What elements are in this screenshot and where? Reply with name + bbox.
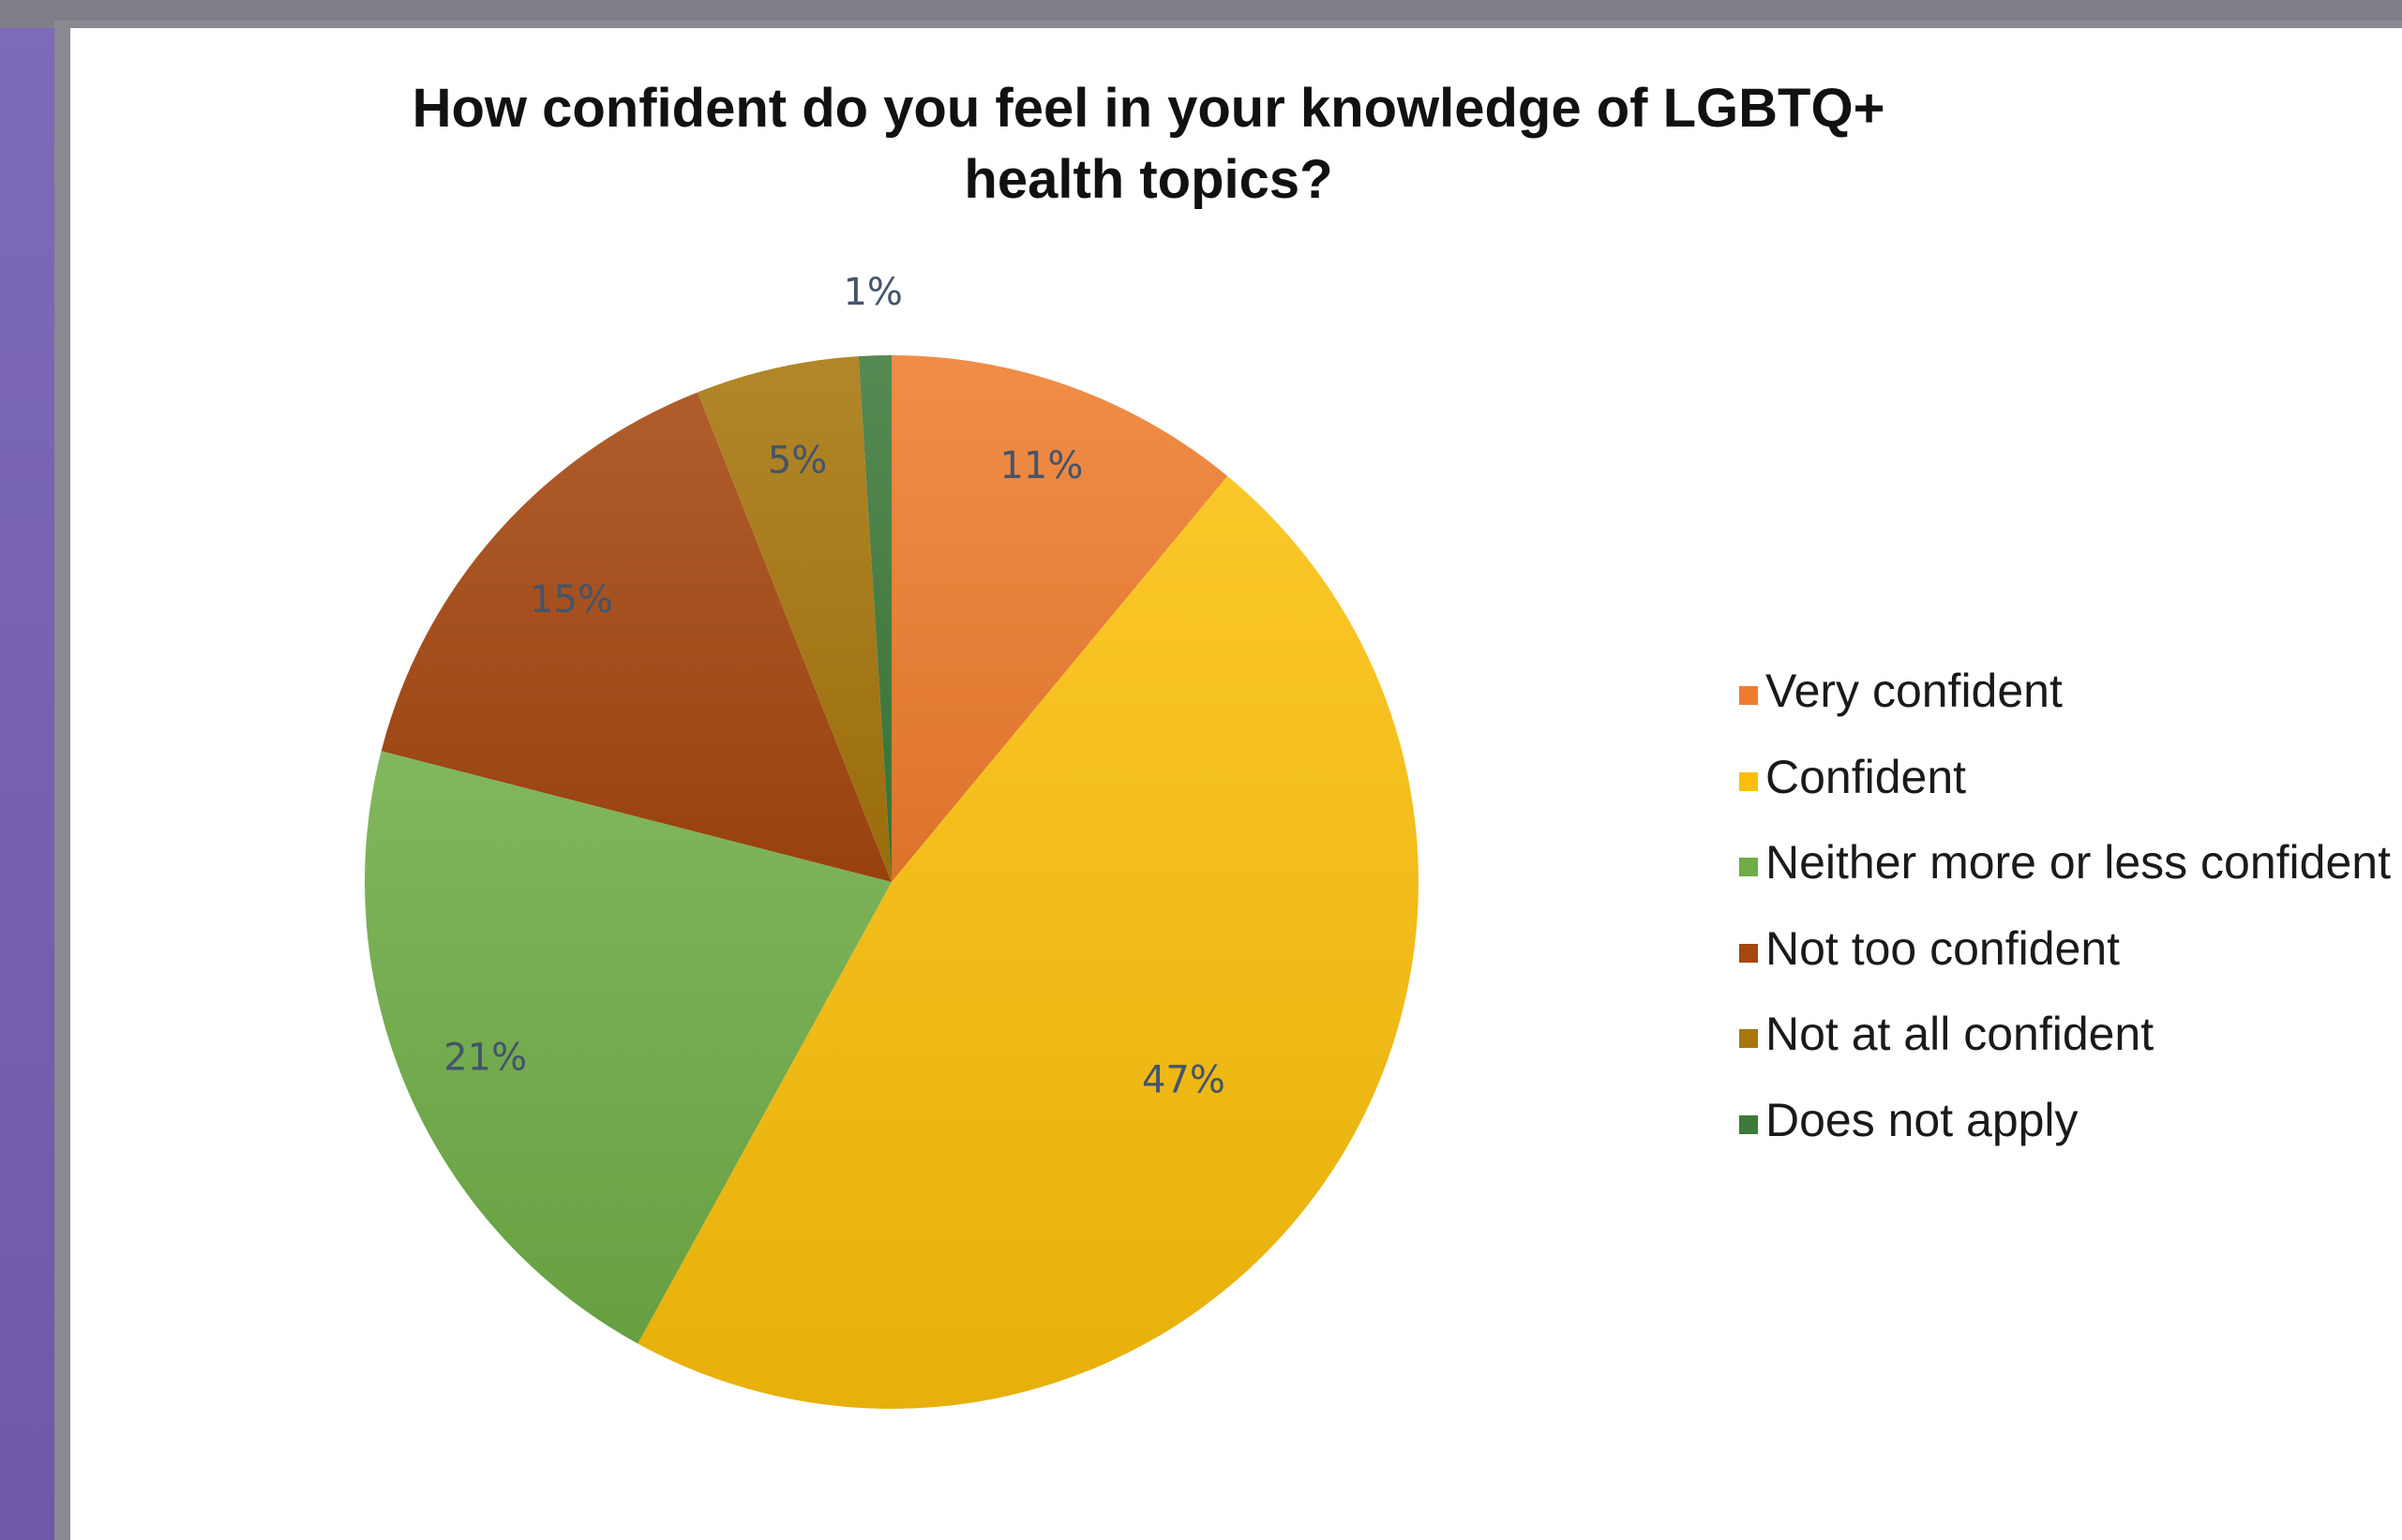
legend-label: Neither more or less confident [1765, 836, 2391, 890]
pie-slice-confident [638, 475, 1419, 1409]
pie-slice-very-confident [892, 355, 1228, 882]
legend-label: Does not apply [1765, 1093, 2079, 1146]
pie-slice-does-not-apply [858, 355, 892, 882]
legend-swatch [1739, 771, 1758, 791]
data-label-not-too-confident: 15% [530, 578, 613, 621]
data-label-neither-more-or-less-confident: 21% [443, 1037, 527, 1080]
pie-slice-not-too-confident [381, 392, 892, 883]
slide: How confident do you feel in your knowle… [70, 28, 2402, 1540]
data-label-very-confident: 11% [999, 444, 1083, 487]
data-label-confident: 47% [1142, 1059, 1225, 1102]
legend-swatch [1739, 943, 1758, 963]
pie-slice-neither-more-or-less-confident [365, 751, 892, 1344]
chart-title: How confident do you feel in your knowle… [412, 78, 1885, 210]
legend-label: Very confident [1765, 665, 2063, 717]
legend-label: Confident [1765, 750, 1967, 803]
legend-swatch [1739, 686, 1758, 705]
legend-label: Not too confident [1765, 921, 2121, 975]
legend-swatch [1739, 858, 1758, 877]
legend-label: Not at all confident [1765, 1008, 2154, 1061]
data-label-does-not-apply: 1% [843, 271, 902, 314]
pie-slice-not-at-all-confident [698, 356, 892, 882]
legend-swatch [1739, 1114, 1758, 1134]
pie-chart: 11% 47% 21% 15% 5% 1% [365, 271, 1419, 1409]
legend-swatch [1739, 1029, 1758, 1049]
data-label-not-at-all-confident: 5% [768, 439, 827, 482]
